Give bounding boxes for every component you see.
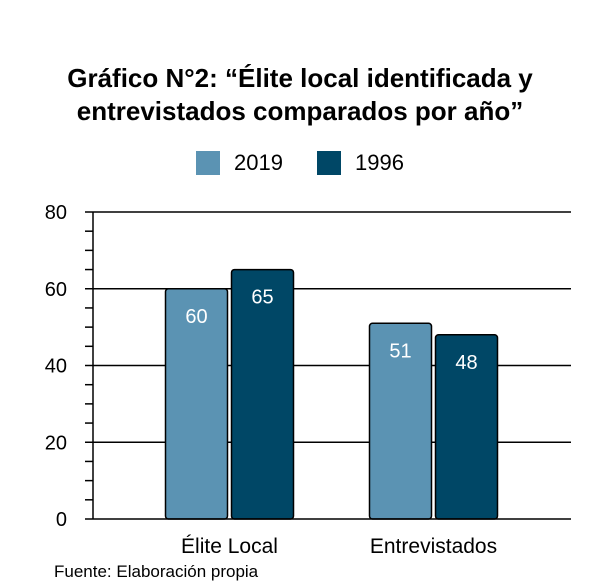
legend-swatch-1996 [317, 151, 341, 175]
y-tick-label-60: 60 [45, 279, 67, 301]
legend-swatch-2019 [196, 151, 221, 175]
chart-title: Gráfico N°2: “Élite local identificada y… [0, 62, 600, 128]
y-tick-label-0: 0 [56, 509, 67, 531]
source-note: Fuente: Elaboración propia [54, 562, 259, 581]
x-tick-label-1: Entrevistados [370, 535, 497, 558]
legend-item-2019: 2019 [196, 150, 283, 176]
data-label-2019-0: 60 [185, 306, 207, 328]
legend-item-1996: 1996 [317, 150, 404, 176]
chart-title-line-1: Gráfico N°2: “Élite local identificada y [67, 63, 533, 93]
data-label-2019-1: 51 [389, 340, 411, 362]
y-tick-label-20: 20 [45, 432, 67, 454]
chart-title-line-2: entrevistados comparados por año” [76, 96, 524, 126]
y-tick-label-40: 40 [45, 356, 67, 378]
legend-label-1996: 1996 [355, 150, 404, 175]
data-label-1996-1: 48 [455, 352, 477, 374]
chart-legend: 2019 1996 [0, 150, 600, 176]
x-tick-label-0: Élite Local [181, 535, 278, 558]
data-label-1996-0: 65 [251, 287, 273, 309]
y-tick-label-80: 80 [45, 202, 67, 224]
legend-label-2019: 2019 [234, 150, 283, 175]
